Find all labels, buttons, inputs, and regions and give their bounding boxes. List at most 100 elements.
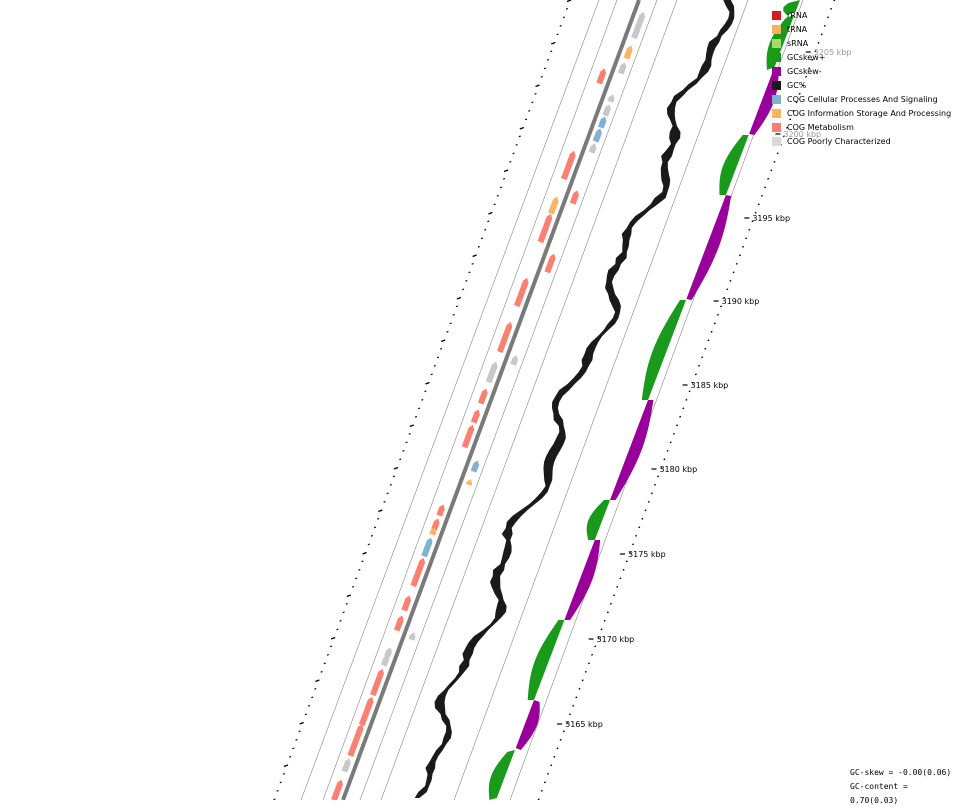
ruler-tick	[471, 262, 474, 265]
ruler-tick	[540, 75, 543, 78]
ruler-tick	[512, 152, 515, 155]
position-tick	[830, 7, 833, 10]
position-ruler	[273, 0, 836, 800]
ruler-tick	[299, 721, 304, 725]
ruler-tick	[393, 466, 399, 470]
ruler-tick	[315, 679, 320, 683]
legend-swatch	[772, 136, 781, 146]
gc-skew-negative	[749, 70, 779, 135]
track-guide-line	[359, 0, 658, 800]
position-tick	[653, 483, 656, 486]
gc-skew-positive	[641, 300, 686, 400]
cog-information-gene	[623, 45, 633, 60]
cog-poorly-characterized-gene	[408, 632, 416, 641]
position-tick	[685, 398, 688, 401]
ruler-tick	[414, 415, 418, 418]
ruler-tick	[465, 279, 468, 282]
position-label: 3180 kbp	[659, 465, 697, 474]
legend-swatch	[772, 24, 781, 34]
gc-content-stat: GC-content = 0.70(0.03)	[850, 782, 908, 805]
cog-metabolism-gene	[436, 504, 445, 517]
position-tick	[616, 585, 619, 588]
position-tick	[713, 322, 716, 325]
position-tick	[694, 373, 697, 376]
cog-metabolism-gene	[461, 424, 475, 449]
cog-metabolism-gene	[393, 615, 404, 632]
gc-skew-negative	[564, 540, 601, 620]
legend: rRNA tRNA sRNA GCskew+ GCskew- GC% COG Cellula…	[772, 8, 951, 148]
legend-item: COG Poorly Characterized	[772, 134, 951, 148]
position-label: 3165 kbp	[565, 720, 603, 729]
position-tick	[738, 254, 741, 257]
ruler-tick	[370, 534, 374, 537]
position-tick	[600, 628, 603, 631]
ruler-tick	[323, 662, 326, 665]
position-tick	[698, 364, 701, 367]
ruler-tick	[524, 118, 528, 121]
position-tick	[770, 169, 773, 172]
ruler-tick	[282, 772, 286, 775]
cog-poorly-characterized-gene	[607, 94, 615, 103]
gc-skew-positive	[719, 135, 749, 195]
cog-metabolism-gene	[410, 557, 426, 588]
position-tick	[565, 721, 568, 724]
position-label: 3185 kbp	[691, 381, 729, 390]
legend-swatch	[772, 122, 781, 132]
ruler-tick	[430, 373, 433, 376]
ruler-tick	[336, 628, 339, 631]
ruler-tick	[283, 764, 289, 768]
position-tick	[660, 466, 663, 469]
ruler-tick	[409, 424, 414, 428]
ruler-tick	[446, 330, 449, 333]
position-label: 3200 kbp	[783, 130, 821, 139]
position-tick	[704, 347, 707, 350]
cog-cellular-gene	[470, 460, 480, 473]
position-tick	[792, 109, 795, 112]
ruler-tick	[515, 143, 518, 146]
ruler-tick	[449, 322, 452, 325]
track-guide-line	[322, 0, 618, 800]
ruler-tick	[377, 517, 380, 520]
legend-item: COG Information Storage And Processing	[772, 106, 951, 120]
cog-information-gene	[429, 527, 437, 536]
position-tick	[811, 58, 814, 61]
ruler-tick	[493, 203, 496, 206]
ruler-tick	[330, 636, 336, 640]
position-tick	[773, 160, 776, 163]
cog-metabolism-gene	[331, 779, 343, 800]
position-tick	[726, 288, 729, 291]
position-tick	[732, 271, 735, 274]
position-tick	[606, 611, 609, 614]
position-label: 3205 kbp	[814, 48, 852, 57]
ruler-tick	[329, 645, 333, 648]
ruler-tick	[503, 169, 509, 173]
position-tick	[820, 33, 823, 36]
ruler-tick	[389, 483, 392, 486]
position-tick	[543, 781, 546, 784]
position-label: 3195 kbp	[752, 214, 790, 223]
ruler-tick	[484, 228, 487, 231]
position-tick	[742, 245, 745, 248]
position-tick	[669, 441, 672, 444]
position-tick	[591, 653, 594, 656]
position-tick	[735, 262, 738, 265]
position-tick	[795, 101, 798, 104]
position-tick	[767, 177, 770, 180]
position-tick	[569, 713, 572, 716]
gc-skew-negative	[610, 400, 654, 500]
legend-swatch	[772, 94, 781, 104]
ruler-tick	[559, 24, 562, 27]
position-tick	[720, 305, 723, 308]
ruler-tick	[345, 602, 348, 605]
ruler-tick	[386, 492, 389, 495]
position-tick	[540, 789, 543, 792]
gc-skew-positive	[783, 0, 800, 15]
legend-swatch	[772, 80, 781, 90]
ruler-tick	[534, 92, 537, 95]
legend-item: tRNA	[772, 22, 951, 36]
legend-label: COG Poorly Characterized	[787, 136, 891, 146]
cog-poorly-characterized-gene	[384, 647, 392, 658]
position-tick	[748, 228, 751, 231]
cog-poorly-characterized-gene	[380, 654, 390, 667]
